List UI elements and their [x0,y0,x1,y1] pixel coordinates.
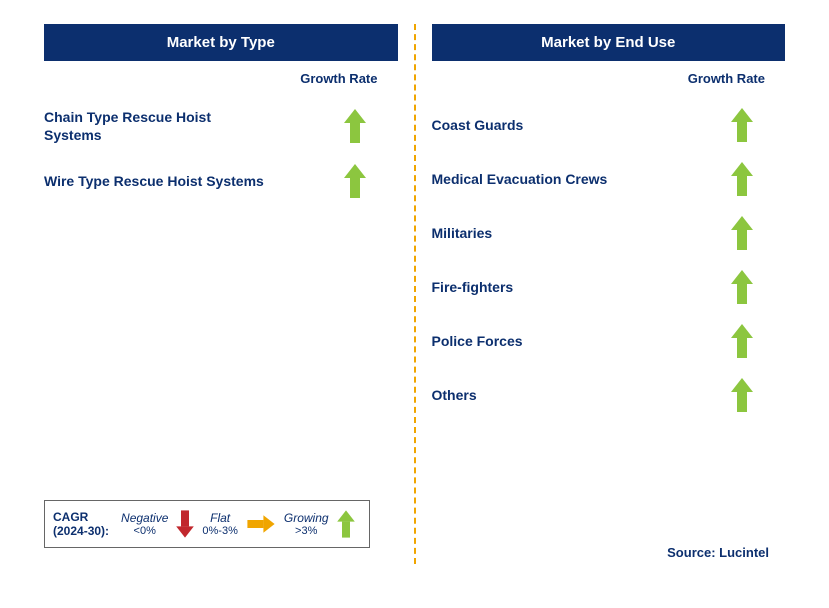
right-row: Police Forces [432,324,786,358]
cagr-line2: (2024-30): [53,524,109,538]
right-row-label: Others [432,386,477,404]
legend-arrow [335,507,357,541]
arrow-up-icon [344,109,366,143]
left-header: Market by Type [44,24,398,61]
legend-item-range: 0%-3% [202,525,237,537]
legend-box: CAGR (2024-30): Negative<0% Flat0%-3% Grow… [44,500,370,548]
right-growth-label: Growth Rate [432,71,786,86]
legend-item-name: Negative [121,511,168,525]
arrow-up-icon [731,270,753,304]
right-row: Medical Evacuation Crews [432,162,786,196]
arrow-up-icon [731,162,753,196]
right-header: Market by End Use [432,24,786,61]
cagr-label: CAGR (2024-30): [53,510,109,539]
legend-items: Negative<0% Flat0%-3% Growing>3% [119,507,361,541]
legend-item-name: Growing [284,511,329,525]
left-row-label: Chain Type Rescue Hoist Systems [44,108,264,144]
arrow-up-icon [731,378,753,412]
right-row-label: Police Forces [432,332,523,350]
arrow-up-icon [731,216,753,250]
legend-item-range: >3% [295,525,317,537]
right-row: Militaries [432,216,786,250]
right-row: Coast Guards [432,108,786,142]
cagr-line1: CAGR [53,510,88,524]
right-panel: Market by End Use Growth Rate Coast Guar… [420,24,798,584]
vertical-divider [414,24,416,564]
legend-item: Flat0%-3% [200,511,281,537]
legend-arrow [244,513,278,535]
left-row-label: Wire Type Rescue Hoist Systems [44,172,264,190]
right-row-label: Fire-fighters [432,278,514,296]
right-row: Fire-fighters [432,270,786,304]
source-label: Source: Lucintel [667,545,769,560]
arrow-up-icon [344,164,366,198]
left-row: Wire Type Rescue Hoist Systems [44,164,398,198]
arrow-up-icon [731,108,753,142]
right-row: Others [432,378,786,412]
arrow-down-icon [177,510,195,537]
right-row-label: Medical Evacuation Crews [432,170,608,188]
legend-item-text: Growing>3% [284,511,329,537]
right-rows: Coast Guards Medical Evacuation Crews Mili… [432,108,786,412]
legend-item-text: Negative<0% [121,511,168,537]
left-row: Chain Type Rescue Hoist Systems [44,108,398,144]
legend-item-text: Flat0%-3% [202,511,237,537]
right-row-label: Militaries [432,224,493,242]
arrow-right-icon [247,515,274,533]
arrow-up-icon [731,324,753,358]
legend-arrow [174,507,196,541]
legend-item: Growing>3% [282,507,361,541]
right-row-label: Coast Guards [432,116,524,134]
legend-item-range: <0% [134,525,156,537]
arrow-up-icon [337,510,355,537]
legend-item: Negative<0% [119,507,200,541]
left-rows: Chain Type Rescue Hoist Systems Wire Type… [44,108,398,198]
left-growth-label: Growth Rate [44,71,398,86]
legend-item-name: Flat [210,511,230,525]
